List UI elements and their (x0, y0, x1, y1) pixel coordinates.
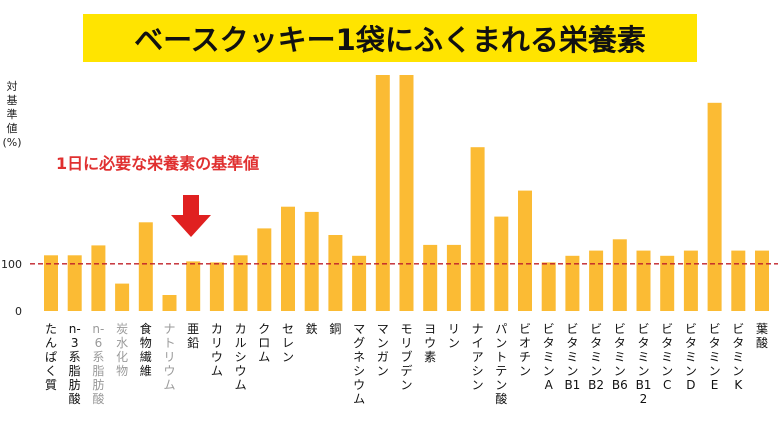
category-label-6: 亜鉛 (187, 322, 200, 350)
bar-27 (683, 250, 698, 311)
category-label-13: マグネシウム (353, 322, 366, 406)
category-label-19: パントテン酸 (495, 322, 508, 406)
bar-4 (138, 222, 153, 311)
bar-10 (281, 206, 295, 311)
category-label-7: カリウム (210, 322, 223, 378)
category-label-9: クロム (258, 322, 271, 364)
bar-11 (304, 211, 319, 311)
category-label-27: ビタミンD (684, 322, 697, 392)
bar-30 (755, 250, 769, 311)
bar-21 (541, 262, 556, 311)
bar-28 (707, 102, 722, 311)
category-label-18: ナイアシン (471, 322, 484, 392)
category-label-23: ビタミンB2 (588, 322, 605, 392)
bar-26 (660, 255, 675, 311)
category-label-4: 食物繊維 (139, 322, 152, 378)
reference-callout: 1日に必要な栄養素の基準値 (56, 154, 260, 173)
category-label-29: ビタミンK (732, 322, 745, 392)
y-axis-label: 対基準値(%) (2, 80, 22, 149)
category-label-2: n-6系脂肪酸 (92, 322, 105, 406)
bar-6 (186, 261, 201, 311)
category-label-8: カルシウム (234, 322, 247, 392)
category-label-1: n-3系脂肪酸 (68, 322, 81, 406)
y-tick-label-0: 100 (1, 258, 22, 271)
category-label-14: マンガン (376, 322, 389, 378)
bar-23 (589, 250, 604, 311)
bar-25 (636, 250, 651, 311)
bar-9 (257, 228, 272, 311)
category-label-15: モリブデン (400, 322, 413, 392)
category-label-11: 鉄 (305, 322, 318, 336)
category-label-0: たんぱく質 (44, 322, 57, 392)
y-tick-label-1: 0 (15, 305, 22, 318)
category-label-5: ナトリウム (163, 322, 176, 392)
bar-0 (44, 255, 58, 311)
bar-5 (162, 295, 177, 311)
bar-14 (375, 75, 390, 311)
category-label-17: リン (447, 322, 460, 350)
chart-title: ベースクッキー1袋にふくまれる栄養素 (134, 23, 646, 57)
bar-18 (470, 147, 485, 311)
bar-19 (494, 216, 509, 311)
category-label-12: 銅 (329, 322, 342, 336)
bar-2 (91, 245, 106, 311)
bar-17 (446, 244, 461, 311)
bar-24 (612, 239, 627, 311)
category-label-16: ヨウ素 (424, 322, 437, 364)
category-label-28: ビタミンE (708, 322, 721, 392)
category-label-21: ビタミンA (542, 322, 555, 392)
category-label-25: ビタミンB12 (635, 322, 652, 406)
bar-3 (115, 283, 130, 311)
category-label-22: ビタミンB1 (564, 322, 581, 392)
category-label-10: セレン (281, 322, 294, 364)
bar-13 (352, 255, 367, 311)
down-arrow-icon (171, 195, 211, 237)
bar-8 (233, 255, 248, 311)
category-label-20: ビオチン (518, 322, 531, 378)
bar-12 (328, 235, 343, 311)
title-banner: ベースクッキー1袋にふくまれる栄養素 (83, 14, 697, 62)
category-label-26: ビタミンC (661, 322, 674, 392)
bar-16 (423, 244, 438, 311)
category-label-24: ビタミンB6 (611, 322, 628, 392)
bar-15 (399, 75, 414, 311)
bar-22 (565, 255, 580, 311)
bar-20 (518, 190, 532, 311)
category-label-30: 葉酸 (755, 322, 768, 350)
bar-1 (67, 255, 82, 311)
category-label-3: 炭水化物 (116, 322, 129, 378)
bar-7 (209, 262, 224, 311)
bar-29 (731, 250, 746, 311)
